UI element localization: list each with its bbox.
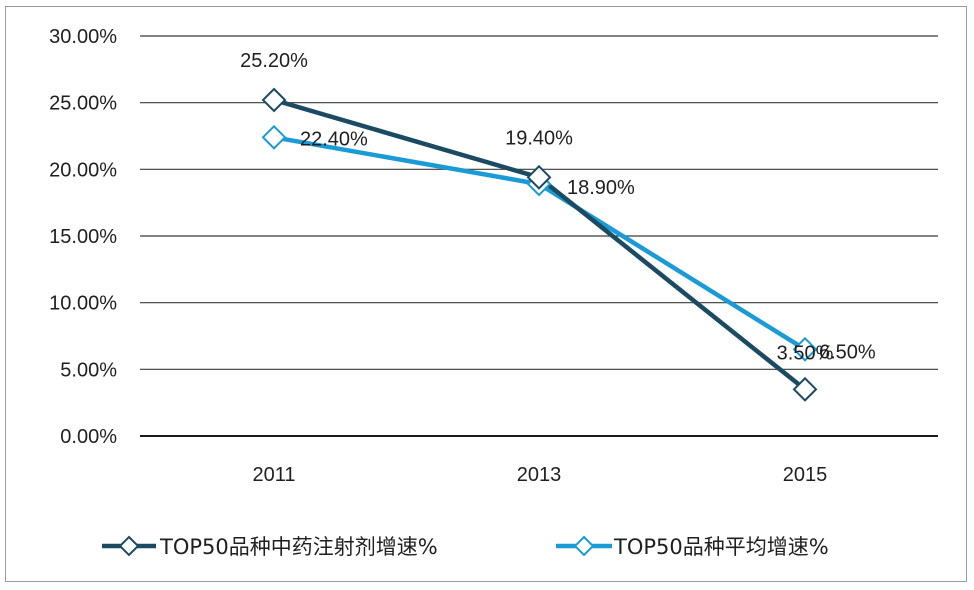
- legend-label: TOP50品种中药注射剂增速%: [159, 535, 438, 559]
- y-tick-label: 20.00%: [49, 159, 117, 181]
- data-label: 3.50%: [777, 342, 834, 364]
- y-tick-label: 10.00%: [49, 293, 117, 315]
- data-point-marker: [792, 336, 818, 362]
- data-labels: 25.20% 19.40% 3.50% 22.40% 18.90% 6.50%: [240, 50, 876, 364]
- x-tick-label: 2015: [783, 464, 828, 486]
- legend-marker: [573, 535, 595, 557]
- y-tick-label: 0.00%: [60, 426, 117, 448]
- chart-frame: [5, 6, 967, 582]
- data-label: 22.40%: [300, 128, 368, 150]
- legend-label: TOP50品种平均增速%: [613, 535, 829, 559]
- legend: TOP50品种中药注射剂增速% TOP50品种平均增速%: [102, 535, 829, 559]
- y-tick-label: 15.00%: [49, 226, 117, 248]
- data-label: 19.40%: [505, 127, 573, 149]
- x-tick-label: 2013: [517, 464, 562, 486]
- data-label: 6.50%: [819, 341, 876, 363]
- y-axis-ticks: 0.00% 5.00% 10.00% 15.00% 20.00% 25.00% 30.00%: [49, 26, 117, 448]
- x-axis-ticks: 2011 2013 2015: [252, 464, 827, 486]
- legend-marker: [118, 535, 140, 557]
- y-tick-label: 25.00%: [49, 93, 117, 115]
- x-tick-label: 2011: [252, 464, 295, 486]
- y-tick-label: 5.00%: [60, 359, 117, 381]
- data-label: 25.20%: [240, 50, 308, 72]
- data-label: 18.90%: [567, 177, 635, 199]
- data-point-marker: [261, 87, 287, 113]
- data-point-marker: [792, 376, 818, 402]
- y-tick-label: 30.00%: [49, 26, 117, 48]
- data-point-marker: [526, 164, 552, 190]
- data-point-marker: [261, 124, 287, 150]
- series-markers: [261, 87, 818, 402]
- gridlines: [140, 35, 938, 437]
